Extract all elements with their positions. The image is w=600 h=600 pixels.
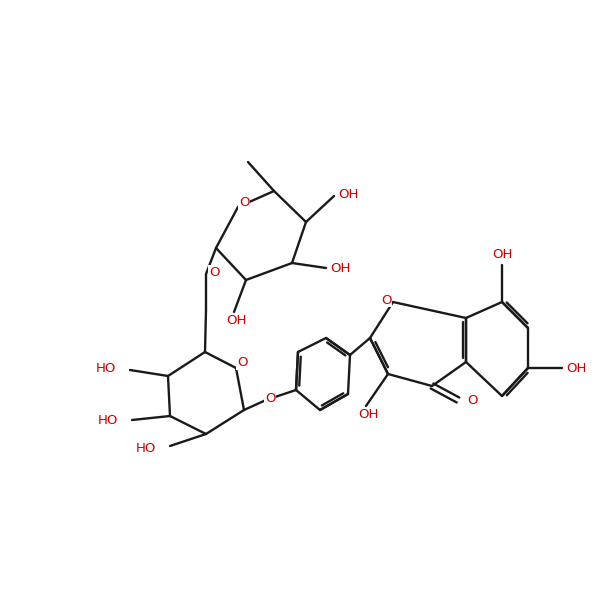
Text: O: O (467, 394, 477, 407)
Text: HO: HO (95, 361, 116, 374)
Text: O: O (265, 391, 275, 404)
Text: OH: OH (566, 361, 586, 374)
Text: OH: OH (492, 248, 512, 262)
Text: HO: HO (136, 442, 156, 455)
Text: O: O (239, 196, 249, 209)
Text: OH: OH (330, 262, 350, 275)
Text: O: O (237, 356, 247, 370)
Text: O: O (209, 265, 219, 278)
Text: OH: OH (358, 409, 378, 421)
Text: HO: HO (98, 413, 118, 427)
Text: OH: OH (338, 187, 358, 200)
Text: OH: OH (226, 314, 246, 328)
Text: O: O (381, 293, 391, 307)
